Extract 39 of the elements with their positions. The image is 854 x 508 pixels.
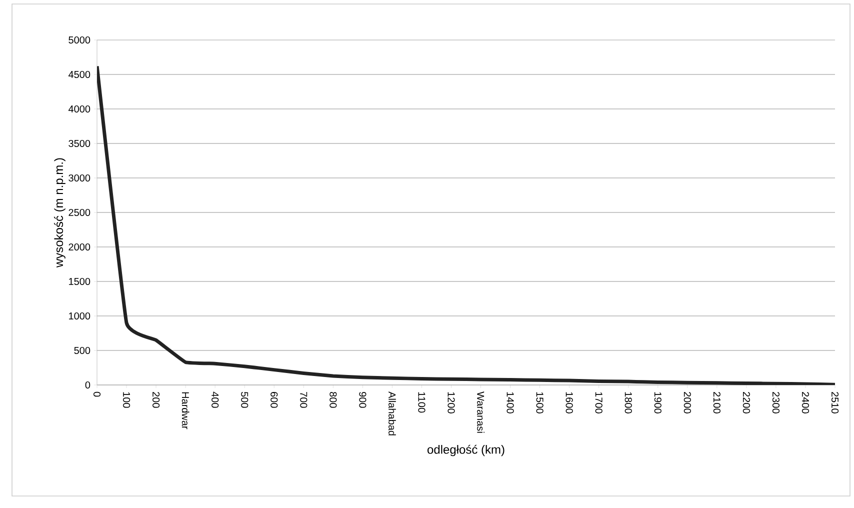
y-tick-label: 1000 — [69, 312, 90, 320]
y-tick-label: 2000 — [68, 243, 90, 251]
x-tick-label: 2200 — [742, 392, 750, 414]
x-tick-label: 1400 — [506, 392, 514, 414]
x-tick-label: 1800 — [624, 392, 632, 414]
x-tick-label: 2300 — [772, 392, 780, 414]
y-tick-label: 4000 — [68, 105, 90, 113]
x-tick-label: 400 — [212, 392, 219, 408]
y-tick-label: 0 — [85, 381, 90, 389]
x-tick-label: Allahabad — [388, 392, 396, 436]
x-tick-label: 2000 — [684, 392, 691, 414]
x-tick-label: 2510 — [831, 392, 839, 414]
x-tick-label: 1100 — [418, 392, 426, 413]
y-axis-title: wysokość (m n.p.m.) — [54, 158, 66, 268]
y-tick-label: 2500 — [68, 208, 90, 216]
x-tick-label: 1700 — [595, 392, 602, 414]
y-tick-label: 500 — [74, 346, 90, 354]
x-tick-label: 700 — [300, 392, 308, 408]
x-tick-label: 1500 — [536, 392, 544, 414]
x-tick-label: 2400 — [802, 392, 810, 414]
x-tick-label: 1200 — [448, 392, 455, 414]
y-tick-label: 5000 — [68, 36, 90, 44]
y-tick-label: 3000 — [68, 174, 90, 182]
x-tick-label: 200 — [152, 392, 160, 408]
y-tick-label: 3500 — [68, 140, 90, 148]
x-tick-label: Hardwar — [182, 392, 190, 430]
x-tick-label: 1600 — [566, 392, 573, 414]
x-tick-label: 100 — [122, 392, 130, 408]
y-tick-label: 1500 — [69, 278, 90, 286]
x-tick-label: 500 — [241, 392, 248, 408]
x-tick-label: 0 — [93, 392, 101, 397]
x-tick-label: 2100 — [713, 392, 720, 414]
y-tick-label: 4500 — [68, 70, 90, 78]
x-tick-label: 800 — [330, 392, 337, 408]
x-tick-label: Waranasi — [477, 392, 484, 433]
x-tick-label: 900 — [359, 392, 366, 408]
x-tick-label: 1900 — [654, 392, 662, 414]
x-tick-label: 600 — [270, 392, 278, 408]
x-axis-title: odległość (km) — [427, 444, 504, 456]
